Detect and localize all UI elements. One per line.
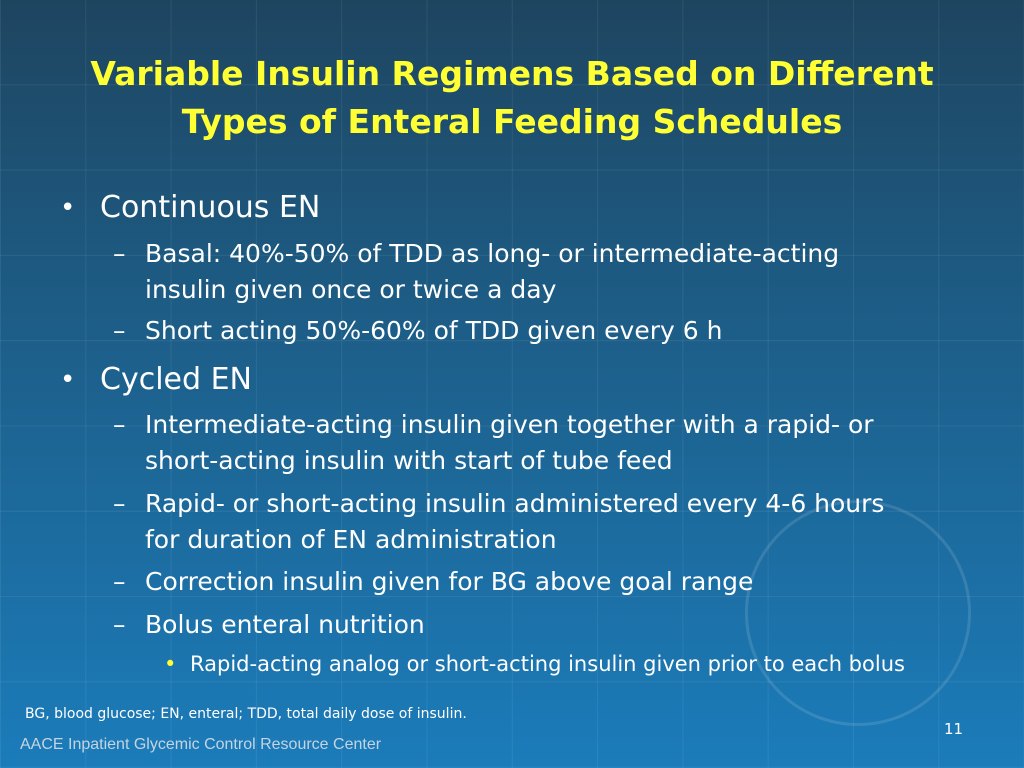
slide-title: Variable Insulin Regimens Based on Diffe… xyxy=(0,50,1024,146)
footer: AACE Inpatient Glycemic Control Resource… xyxy=(20,736,382,753)
title-line: Types of Enteral Feeding Schedules xyxy=(181,102,843,141)
footnote: BG, blood glucose; EN, enteral; TDD, tot… xyxy=(25,706,467,722)
sub-bullet: Bolus enteral nutrition xyxy=(113,607,905,643)
bullet: Cycled EN xyxy=(60,362,252,398)
sub-bullet: Rapid- or short-acting insulin administe… xyxy=(113,486,905,558)
sub-bullet: Short acting 50%-60% of TDD given every … xyxy=(113,313,905,349)
title-line: Variable Insulin Regimens Based on Diffe… xyxy=(90,54,934,93)
sub-bullet: Basal: 40%-50% of TDD as long- or interm… xyxy=(113,236,905,308)
sub-sub-bullet: Rapid-acting analog or short-acting insu… xyxy=(164,650,905,678)
sub-bullet: Intermediate-acting insulin given togeth… xyxy=(113,407,905,479)
bullet: Continuous EN xyxy=(60,190,320,226)
page-number: 11 xyxy=(944,720,964,738)
sub-bullet: Correction insulin given for BG above go… xyxy=(113,564,905,600)
